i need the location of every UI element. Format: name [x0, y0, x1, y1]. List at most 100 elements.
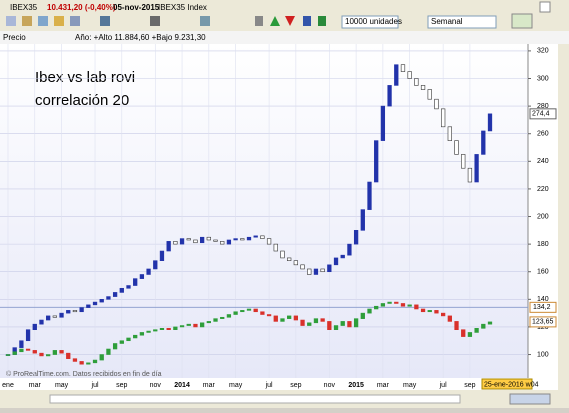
candle [199, 236, 205, 244]
candle [487, 113, 493, 132]
candle [266, 314, 272, 317]
candle [66, 352, 71, 359]
candle [159, 250, 165, 261]
units-select[interactable] [341, 15, 399, 29]
quote: 10.431,20 (-0,40%) [47, 3, 116, 12]
candle [414, 304, 419, 310]
candle [387, 85, 392, 107]
candle [327, 264, 332, 273]
candle [320, 318, 325, 322]
candle [86, 304, 91, 308]
candle [287, 257, 292, 261]
x-tick-label: mar [29, 382, 42, 389]
symbol: IBEX35 [10, 3, 38, 12]
candle [481, 130, 486, 155]
candle [59, 350, 64, 354]
candle [394, 64, 399, 86]
y-tick-label: 320 [537, 48, 549, 55]
candle [166, 241, 171, 252]
candle [240, 238, 245, 241]
candle [246, 308, 252, 311]
x-tick-label: may [229, 382, 243, 389]
tool-icon[interactable] [70, 16, 80, 26]
tool-icon[interactable] [200, 16, 210, 26]
candle [186, 323, 191, 326]
tool-icon[interactable] [318, 16, 326, 26]
y-tick-label: 280 [537, 103, 549, 110]
period-select[interactable] [427, 15, 497, 29]
price-tag [529, 316, 557, 328]
candle [293, 315, 299, 321]
plot-area [0, 44, 528, 378]
candle [387, 301, 392, 304]
x-tick-label: mar [377, 382, 390, 389]
tool-icon[interactable] [38, 16, 48, 26]
candle [179, 238, 185, 245]
candle [340, 321, 345, 326]
x-tick-label: sep [290, 382, 301, 389]
candle [153, 260, 158, 270]
candle [153, 329, 158, 332]
candle [360, 312, 365, 319]
tool-icon[interactable] [100, 16, 110, 26]
candle [487, 321, 493, 325]
candle [146, 268, 151, 275]
candle [307, 322, 312, 326]
candle [467, 167, 473, 183]
y-tick-label: 240 [537, 158, 549, 165]
candle [213, 318, 218, 322]
tool-icon[interactable] [255, 16, 263, 26]
zoom-buttons[interactable] [509, 393, 551, 405]
candle [374, 305, 379, 310]
tool-icon[interactable] [270, 16, 280, 26]
candle [79, 361, 84, 365]
tool-icon[interactable] [22, 16, 32, 26]
x-tick-label: may [55, 382, 69, 389]
price-tag [529, 301, 557, 313]
candle [434, 310, 439, 314]
candle [79, 307, 84, 313]
tool-icon[interactable] [303, 16, 311, 26]
candle [420, 85, 426, 90]
candle [414, 78, 419, 86]
tool-icon[interactable] [511, 13, 533, 29]
candle [220, 316, 225, 319]
candle [46, 315, 51, 321]
candle [106, 296, 111, 300]
candle [293, 260, 299, 266]
price-tag-label: 274,4 [532, 111, 550, 118]
candle [173, 241, 178, 245]
instrument-name: IBEX35 Index [158, 3, 207, 12]
candle [240, 310, 245, 313]
candle [179, 325, 185, 328]
candle [119, 287, 124, 293]
candle [206, 236, 211, 241]
y-tick-label: 140 [537, 296, 549, 303]
candle [92, 359, 98, 364]
tool-icon[interactable] [54, 16, 64, 26]
candle [99, 299, 104, 303]
cursor-date: 25-ene-2016 w04 [484, 381, 539, 388]
candle [213, 239, 218, 242]
tool-icon[interactable] [285, 16, 295, 26]
close-button[interactable] [539, 1, 551, 13]
candle [333, 325, 339, 330]
candle [280, 318, 285, 322]
candle [126, 285, 131, 289]
candle [99, 354, 104, 361]
candle [440, 312, 446, 317]
candle [146, 330, 151, 333]
pane-header [0, 31, 569, 44]
candle [467, 332, 473, 337]
tool-icon[interactable] [150, 16, 160, 26]
candle [353, 230, 359, 245]
x-tick-label: may [403, 382, 417, 389]
candle [52, 315, 58, 318]
candle [139, 332, 145, 336]
scrollbar[interactable] [49, 394, 461, 404]
tool-icon[interactable] [6, 16, 16, 26]
candle [139, 274, 145, 279]
candle [447, 126, 452, 141]
tool-icons[interactable] [6, 1, 551, 29]
candle [119, 340, 124, 344]
